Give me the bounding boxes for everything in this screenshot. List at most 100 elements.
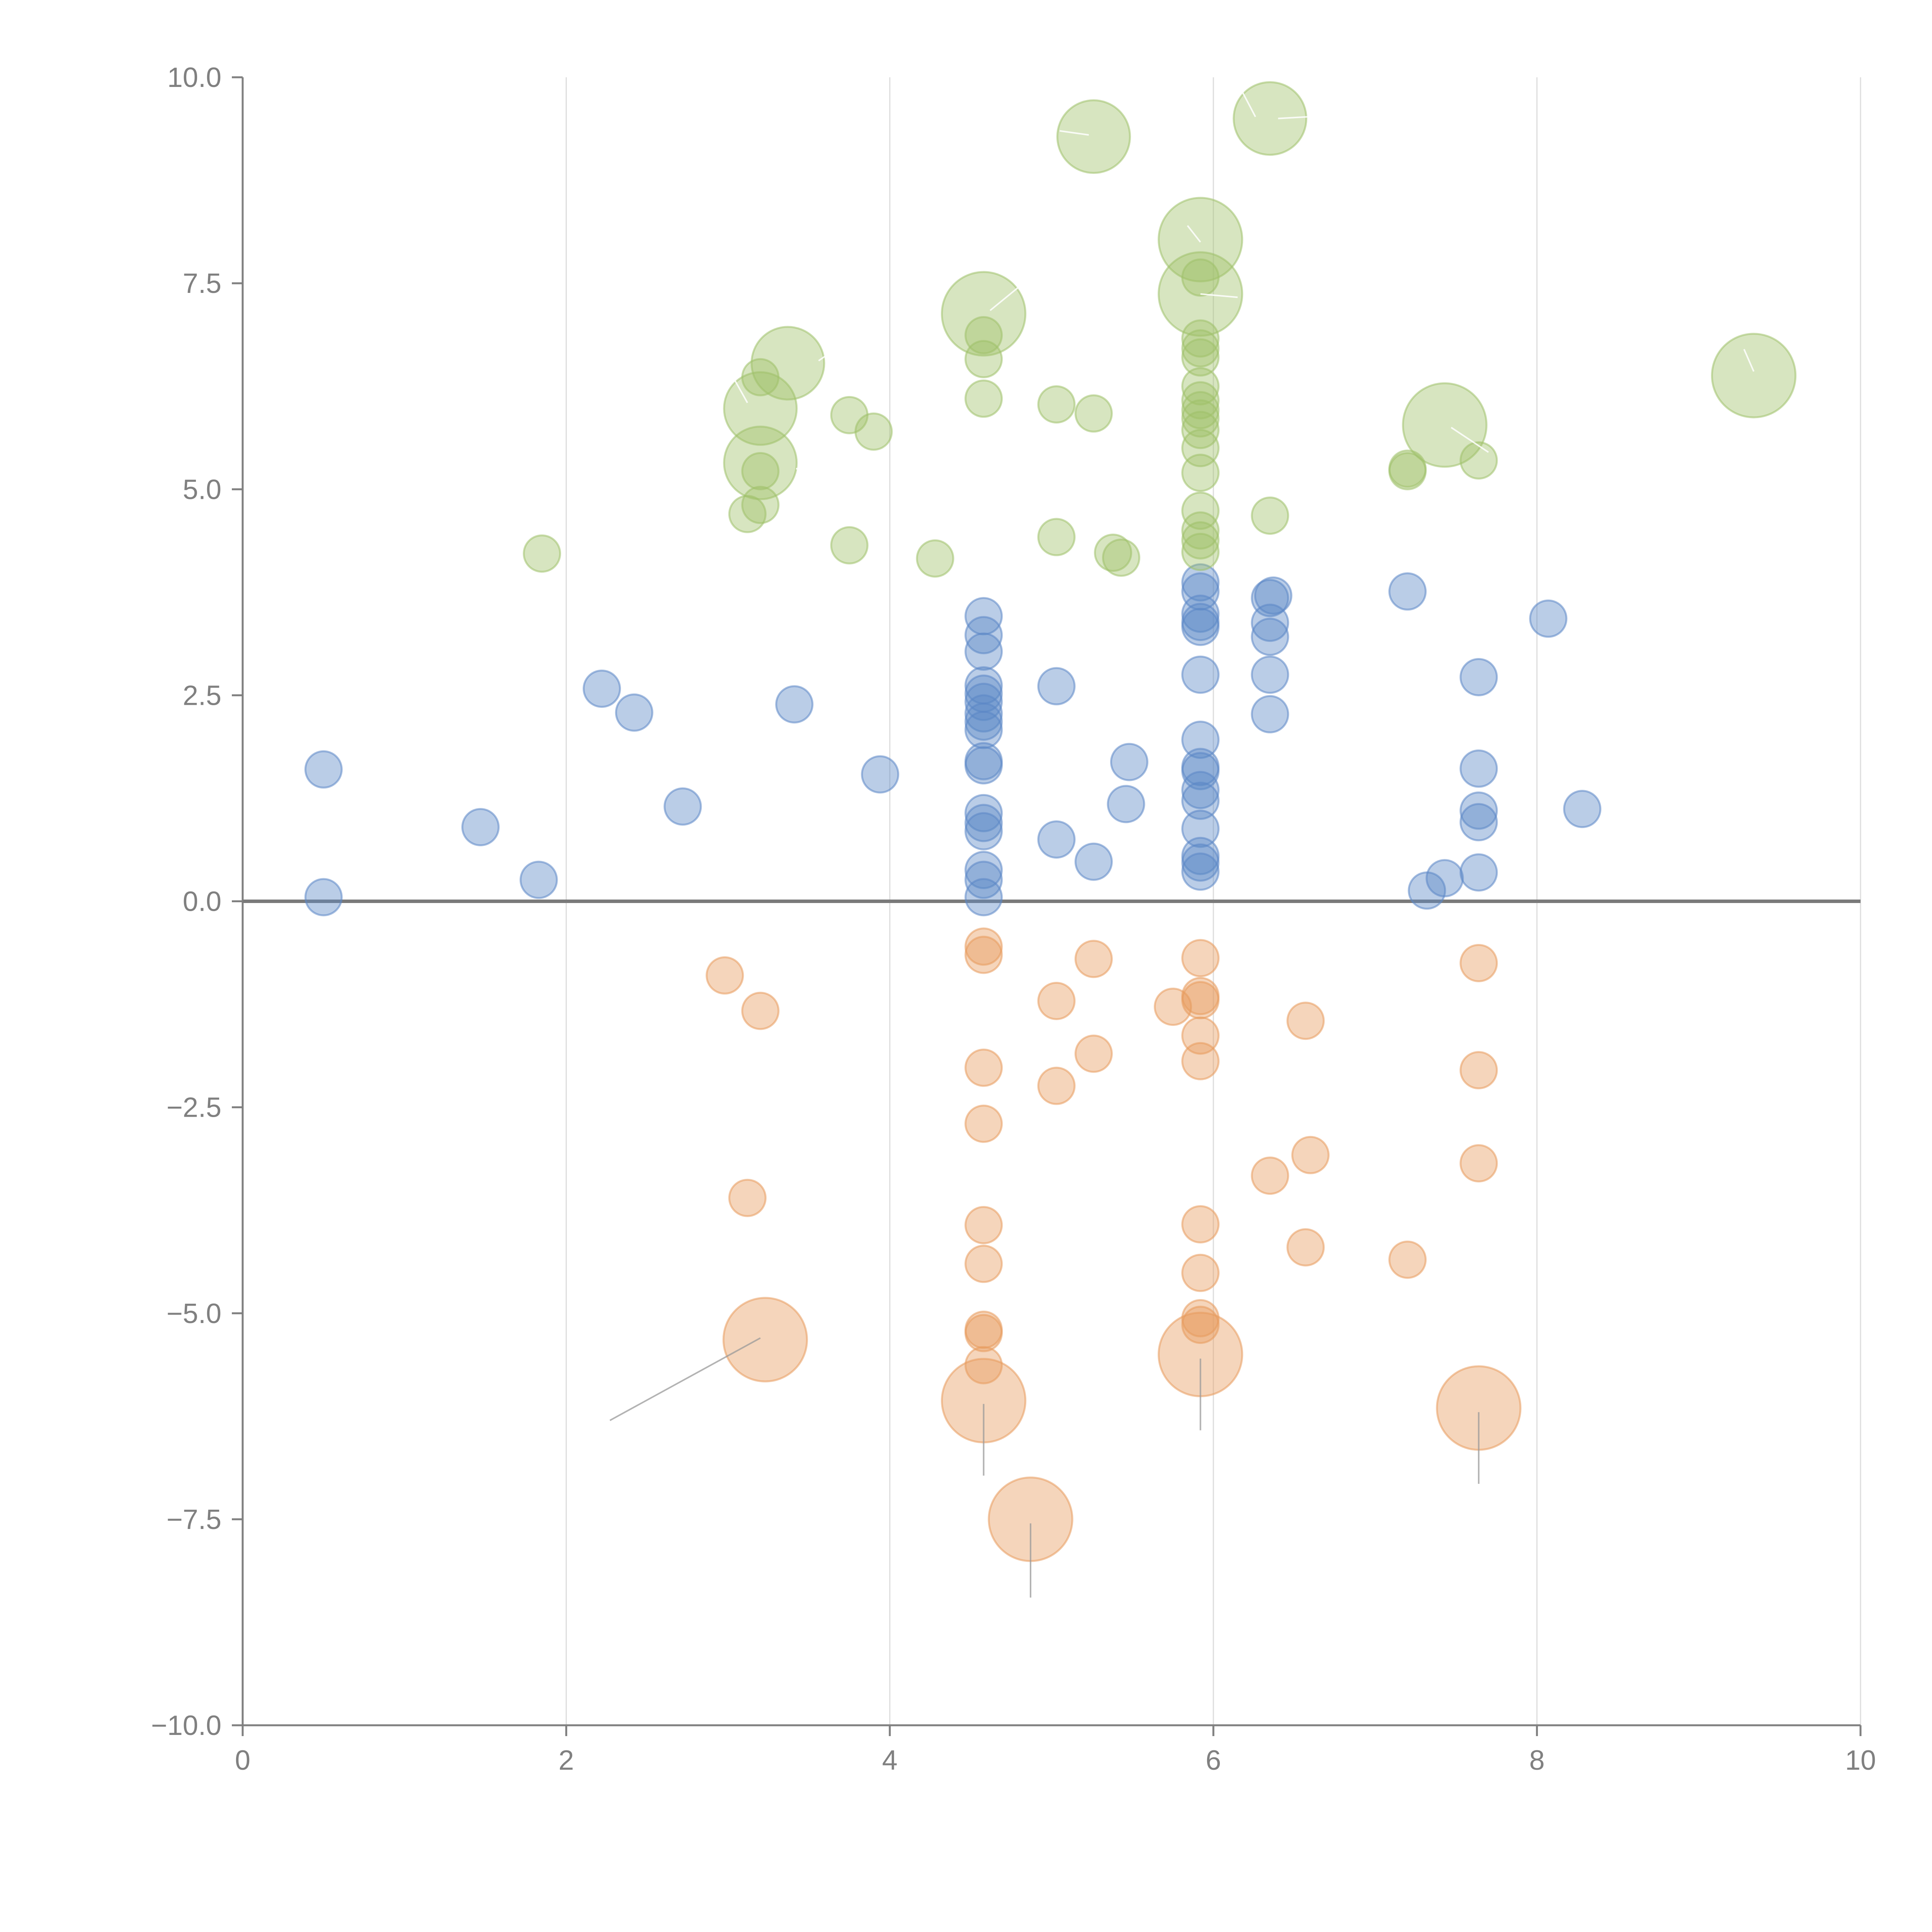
green-data-point [1233,81,1308,156]
orange-data-point [1181,981,1220,1019]
blue-data-point [1037,820,1076,859]
orange-data-point [1074,1034,1113,1073]
annotation-leader-lines [609,92,1755,1598]
green-data-point [830,526,869,565]
green-data-point [1181,329,1220,368]
green-annotation-leader-line [1200,293,1238,298]
green-data-point [741,452,780,490]
blue-data-point [964,694,1003,733]
orange-data-point [1459,1051,1498,1090]
orange-data-point [1074,940,1113,978]
green-data-point [1181,532,1220,571]
blue-data-point [663,787,702,826]
orange-data-point [964,1346,1003,1384]
blue-data-point [1181,563,1220,602]
orange-data-point [722,1297,808,1383]
green-data-point [854,412,893,451]
blue-data-point [1181,721,1220,759]
orange-data-point [964,1314,1003,1352]
orange-data-point [706,956,744,995]
orange-data-point [1459,944,1498,982]
green-data-point [964,340,1003,378]
y-tick-label: −5.0 [167,1298,221,1329]
blue-data-point [1181,594,1220,633]
blue-data-point [1107,785,1145,823]
orange-data-point [1037,1066,1076,1105]
x-axis-ticks: 0 2 4 6 8 10 [235,1725,1876,1776]
orange-data-point [964,1104,1003,1143]
x-tick-label: 6 [1206,1745,1221,1776]
blue-data-point [775,685,814,724]
orange-data-point [1286,1002,1325,1040]
blue-data-point [615,693,653,732]
blue-data-point [1251,655,1289,694]
blue-data-point [964,812,1003,850]
y-tick-label: 10.0 [167,62,221,93]
green-data-point [941,271,1027,357]
orange-data-point [741,992,780,1030]
green-data-point [1459,441,1498,480]
green-data-point [741,486,780,524]
blue-data-point [1459,853,1498,892]
x-tick-label: 0 [235,1745,250,1776]
y-tick-label: 7.5 [183,268,221,299]
blue-data-point [1110,743,1148,781]
blue-data-point [304,878,343,917]
green-data-point [723,371,798,446]
orange-data-point [1291,1136,1330,1174]
blue-data-point [1181,810,1220,848]
orange-data-point [1181,1042,1220,1080]
x-tick-label: 8 [1529,1745,1545,1776]
blue-data-point [964,616,1003,655]
green-data-point [1056,99,1131,174]
blue-data-point [1251,695,1289,733]
blue-data-point [519,861,558,899]
orange-data-point [1251,1156,1289,1195]
blue-data-point [1181,781,1220,820]
green-annotation-leader-line [1242,92,1256,117]
green-data-point [964,379,1003,418]
blue-data-point [1459,749,1498,788]
green-data-point [1388,452,1427,490]
green-annotation-leader-line [1451,427,1489,453]
blue-data-point [1181,607,1220,646]
orange-data-point [1181,1306,1220,1344]
green-annotation-leader-line [1187,225,1201,243]
green-data-point [1181,492,1220,530]
green-data-point [1102,538,1141,577]
x-tick-label: 2 [558,1745,574,1776]
orange-data-point [1037,982,1076,1020]
orange-data-point [1286,1228,1325,1267]
orange-data-point [1388,1240,1427,1279]
blue-data-point [583,669,621,708]
green-data-point [1402,382,1488,468]
y-tick-label: 5.0 [183,474,221,505]
blue-data-point [1459,803,1498,842]
blue-data-point [1251,617,1289,656]
blue-data-point [861,755,900,794]
blue-data-point [964,702,1003,741]
blue-data-point [964,682,1003,721]
blue-data-point [964,878,1003,917]
y-tick-label: −2.5 [167,1092,221,1123]
green-data-point [1251,496,1289,535]
blue-data-point [1037,667,1076,706]
blue-data-point [1181,843,1220,882]
green-data-point [1181,338,1220,377]
green-data-point [1181,511,1220,550]
green-data-point [1181,454,1220,492]
green-annotation-leader-line [730,373,748,403]
y-tick-label: 2.5 [183,680,221,711]
orange-data-point [964,1245,1003,1283]
green-data-point [1074,394,1113,433]
orange-data-point [1181,1253,1220,1292]
green-annotation-leader-line [1743,349,1755,372]
green-annotation-leader-line [990,272,1036,311]
blue-data-point [1459,658,1498,696]
blue-data-point [1459,791,1498,830]
blue-data-point [964,632,1003,671]
data-points [304,81,1797,1562]
y-tick-label: 0.0 [183,886,221,917]
blue-data-point [1074,842,1113,881]
y-tick-label: −7.5 [167,1504,221,1535]
